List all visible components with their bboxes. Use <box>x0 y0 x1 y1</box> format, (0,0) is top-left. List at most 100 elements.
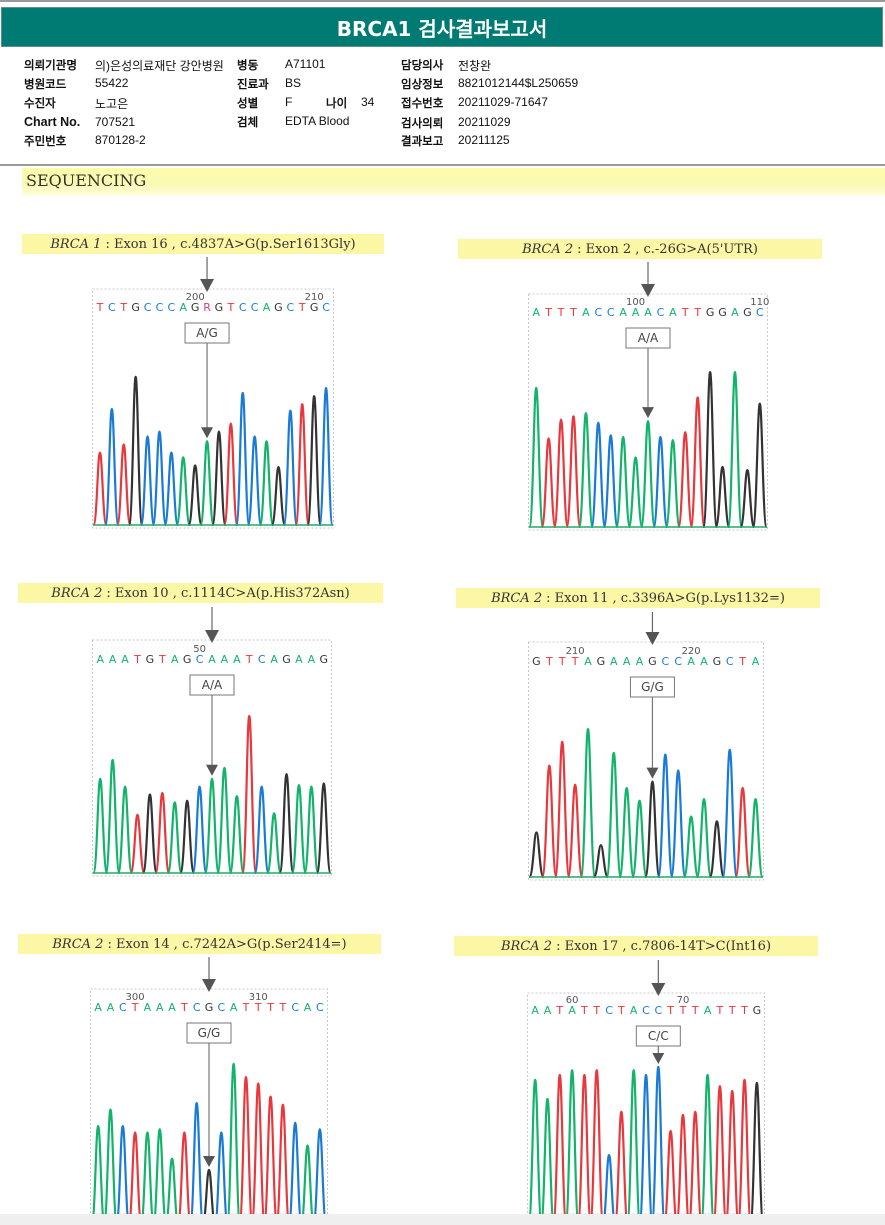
base-call-T: T <box>592 1004 600 1017</box>
field-label: 임상정보 <box>401 77 444 91</box>
trace-peak-T <box>116 443 132 527</box>
trace-peak-A <box>291 783 307 875</box>
trace-peak-G <box>315 782 332 875</box>
base-call-A: A <box>208 653 216 666</box>
trace-peak-T <box>565 415 582 529</box>
trace-peak-T <box>223 422 239 527</box>
base-call-C: C <box>258 653 266 666</box>
marker-arrow-icon <box>203 1155 215 1167</box>
trace-peak-G <box>187 464 203 527</box>
base-call-C: C <box>217 1001 225 1014</box>
trace-peak-A <box>727 371 743 529</box>
trace-peak-C <box>670 769 687 879</box>
field-value: 20211029-71647 <box>458 95 548 109</box>
field-clinical-info: 임상정보 8821012144$L250659 <box>401 76 601 92</box>
base-call-G: G <box>713 655 722 668</box>
base-call-C: C <box>168 301 176 314</box>
field-value: EDTA Blood <box>285 114 350 128</box>
report-header: BRCA1 검사결과보고서 <box>1 7 883 47</box>
trace-peak-A <box>175 456 191 527</box>
pointer-arrow-icon <box>645 632 660 645</box>
variant-label: BRCA 2: Exon 11 , c.3396A>G(p.Lys1132=) <box>456 588 820 608</box>
base-call-A: A <box>109 653 117 666</box>
base-call-A: A <box>308 653 316 666</box>
field-value: 20211029 <box>458 115 511 129</box>
trace-peak-G <box>644 780 661 879</box>
trace-peak-G <box>702 371 719 529</box>
position-tick-label: 210 <box>305 292 324 303</box>
base-call-A: A <box>233 653 241 666</box>
header-divider <box>0 164 885 166</box>
base-call-T: T <box>266 1001 274 1014</box>
field-doctor: 담당의사 전창완 <box>401 57 601 73</box>
trace-peak-C <box>652 435 669 529</box>
base-call-A: A <box>107 1001 115 1014</box>
field-value: 20211125 <box>458 133 510 147</box>
marker-arrow-icon <box>201 427 214 439</box>
base-call-T: T <box>557 306 565 319</box>
base-call-A: A <box>636 655 644 668</box>
trace-peak-T <box>577 1073 592 1225</box>
chromatogram-brca2-exon17: 60 70 A A T A T T C T A C C T T T A T T T G C/C <box>527 958 765 1225</box>
base-call-A: A <box>623 655 631 668</box>
field-value: 55422 <box>95 76 129 90</box>
genotype-label: A/A <box>638 331 659 345</box>
base-call-G: G <box>320 653 329 666</box>
base-call-C: C <box>674 655 682 668</box>
field-ward: 병동 A71101 <box>237 57 377 73</box>
base-call-C: C <box>661 655 669 668</box>
trace-peak-C <box>247 435 263 527</box>
base-call-C: C <box>287 301 295 314</box>
trace-peak-A <box>91 1124 106 1225</box>
trace-peak-T <box>294 403 310 527</box>
base-call-C: C <box>196 653 204 666</box>
trace-peak-T <box>553 418 569 529</box>
base-call-C: C <box>108 301 116 314</box>
trace-peak-T <box>127 1131 143 1225</box>
base-call-A: A <box>156 1001 164 1014</box>
trace-peak-A <box>627 456 644 529</box>
chromatogram-brca2-exon10: 50 A A A T G T A G C A A A T C A G A A G A/A <box>92 605 332 880</box>
base-call-R: R <box>203 301 211 314</box>
trace-peak-A <box>695 797 713 879</box>
report-title: BRCA1 검사결과보고서 <box>336 16 548 41</box>
trace-peak-T <box>129 813 146 875</box>
trace-peak-T <box>541 764 558 879</box>
trace-peak-T <box>241 714 258 875</box>
field-value: 노고은 <box>95 97 129 111</box>
trace-peak-A <box>700 1073 715 1225</box>
trace-peak-G <box>128 375 144 527</box>
variant-desc: : Exon 14 , c.7242A>G(p.Ser2414=) <box>107 936 347 952</box>
base-call-T: T <box>617 1004 625 1017</box>
trace-peak-T <box>677 431 694 529</box>
bottom-scroll-area <box>0 1214 885 1225</box>
trace-peak-C <box>590 421 607 529</box>
base-call-C: C <box>607 306 615 319</box>
trace-peak-A <box>540 1097 555 1225</box>
field-label: 진료과 <box>237 77 269 91</box>
base-call-T: T <box>158 653 166 666</box>
gene-name: BRCA 2 <box>52 936 104 952</box>
field-value: F <box>285 95 293 109</box>
base-call-A: A <box>304 1001 312 1014</box>
variant-label: BRCA 1: Exon 16 , c.4837A>G(p.Ser1613Gly… <box>22 234 384 254</box>
field-chart-no: Chart No. 707521 <box>24 115 224 131</box>
base-call-T: T <box>96 301 104 314</box>
field-hospital-code: 병원코드 55422 <box>24 76 224 92</box>
genotype-label: G/G <box>198 1026 221 1040</box>
field-specimen: 검체 EDTA Blood <box>237 114 377 130</box>
position-tick-label: 300 <box>126 992 145 1003</box>
base-call-C: C <box>642 1004 650 1017</box>
variant-desc: : Exon 16 , c.4837A>G(p.Ser1613Gly) <box>105 236 356 252</box>
variant-desc: : Exon 2 , c.-26G>A(5'UTR) <box>577 241 758 257</box>
position-tick-label: 60 <box>566 995 579 1006</box>
base-call-T: T <box>131 1001 139 1014</box>
trace-peak-T <box>688 1110 703 1225</box>
base-call-G: G <box>183 653 192 666</box>
base-call-C: C <box>605 1004 613 1017</box>
trace-peak-C <box>151 430 168 527</box>
base-call-T: T <box>693 306 701 319</box>
field-label: 의뢰기관명 <box>24 58 77 72</box>
